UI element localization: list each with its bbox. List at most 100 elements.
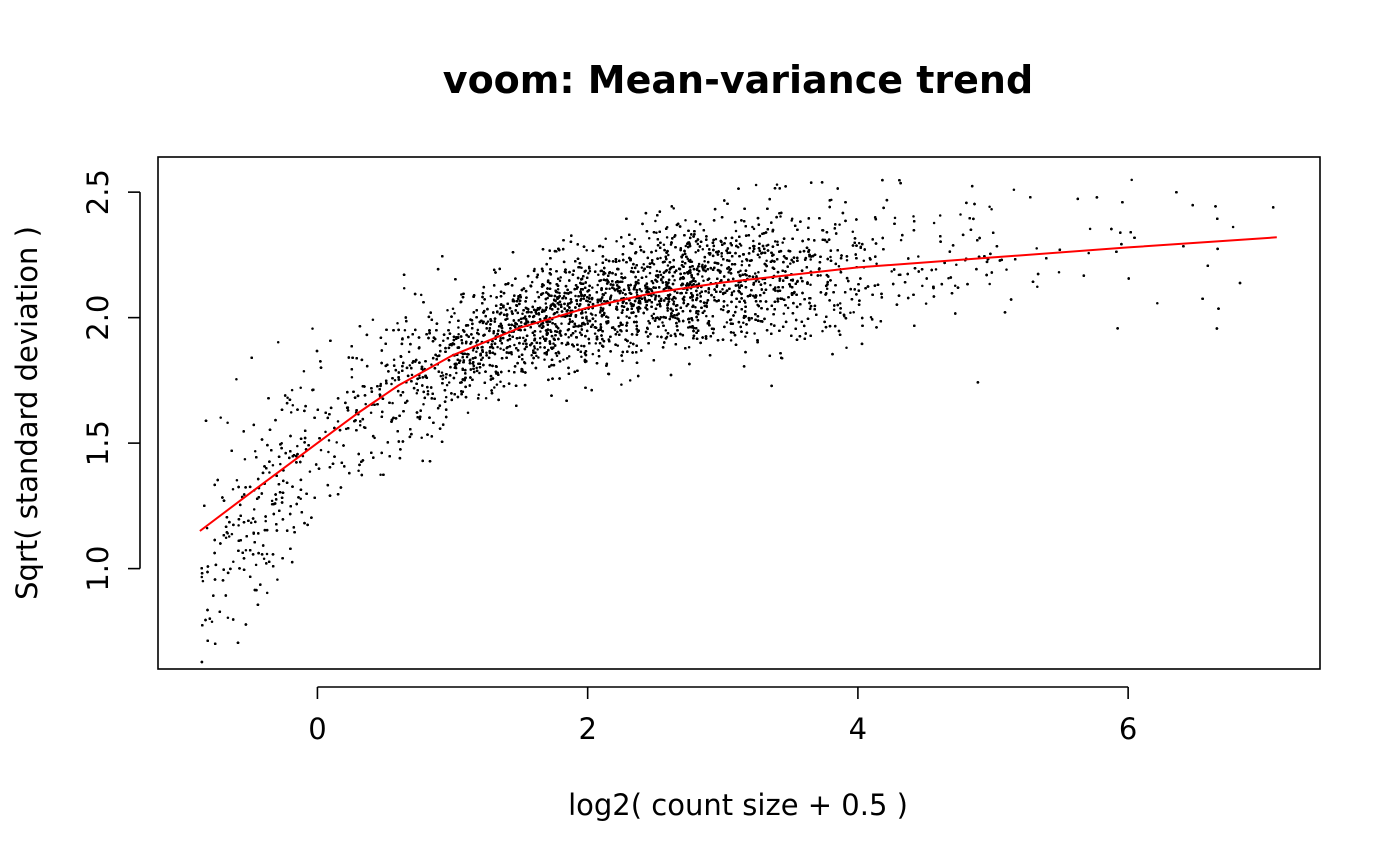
data-point — [789, 262, 792, 265]
data-point — [857, 241, 861, 245]
data-point — [621, 280, 624, 283]
data-point — [684, 219, 687, 222]
data-point — [495, 383, 499, 386]
data-point — [219, 416, 222, 419]
data-point — [775, 183, 779, 186]
data-point — [899, 238, 903, 242]
data-point — [769, 283, 772, 287]
data-point — [640, 266, 644, 269]
data-point — [580, 355, 583, 358]
data-point — [652, 312, 656, 316]
data-point — [533, 300, 537, 303]
data-point — [448, 321, 451, 324]
data-point — [917, 255, 920, 258]
data-point — [472, 336, 475, 340]
data-point — [604, 237, 607, 241]
data-point — [620, 272, 623, 275]
data-point — [932, 221, 936, 225]
data-point — [674, 334, 677, 338]
data-point — [955, 263, 958, 266]
data-point — [776, 240, 779, 243]
data-point — [616, 302, 620, 305]
data-point — [659, 256, 662, 260]
data-point — [249, 521, 253, 525]
data-point — [539, 330, 542, 333]
data-point — [460, 293, 463, 296]
data-point — [568, 317, 572, 321]
data-point — [640, 289, 643, 293]
data-point — [562, 294, 566, 298]
data-point — [447, 381, 451, 384]
data-point — [580, 344, 583, 348]
data-point — [765, 244, 768, 247]
data-point — [697, 262, 701, 266]
data-point — [665, 236, 669, 239]
data-point — [268, 471, 271, 474]
data-point — [574, 294, 577, 298]
data-point — [862, 259, 866, 263]
data-point — [647, 237, 651, 240]
data-point — [537, 356, 540, 359]
data-point — [647, 319, 650, 323]
data-point — [696, 313, 700, 316]
data-point — [466, 411, 470, 415]
data-point — [276, 578, 279, 581]
data-point — [584, 311, 588, 314]
data-point — [924, 302, 928, 305]
data-point — [558, 291, 561, 295]
data-point — [810, 273, 813, 277]
data-point — [237, 524, 240, 527]
data-point — [754, 279, 758, 283]
data-point — [594, 313, 597, 317]
data-point — [725, 321, 729, 324]
data-point — [621, 308, 624, 312]
scatter-points — [200, 178, 1275, 664]
data-point — [1012, 188, 1016, 192]
data-point — [230, 532, 234, 536]
data-point — [742, 321, 745, 324]
data-point — [1130, 178, 1133, 182]
data-point — [291, 404, 295, 407]
data-point — [720, 263, 723, 267]
data-point — [720, 255, 723, 258]
data-point — [580, 266, 583, 270]
data-point — [757, 280, 761, 284]
data-point — [533, 267, 536, 271]
data-point — [559, 276, 562, 279]
data-point — [654, 249, 658, 253]
data-point — [666, 264, 670, 267]
data-point — [560, 322, 563, 325]
data-point — [673, 278, 676, 282]
data-point — [565, 343, 568, 347]
data-point — [224, 536, 228, 539]
data-point — [694, 305, 697, 309]
data-point — [701, 275, 704, 278]
data-point — [662, 243, 666, 246]
data-point — [596, 283, 599, 287]
data-point — [790, 219, 793, 222]
data-point — [758, 256, 761, 259]
data-point — [751, 294, 755, 298]
data-point — [502, 348, 505, 352]
data-point — [422, 402, 425, 406]
data-point — [587, 271, 590, 275]
data-point — [698, 292, 702, 295]
data-point — [541, 308, 544, 312]
data-point — [635, 291, 639, 294]
data-point — [552, 342, 555, 345]
data-point — [656, 335, 659, 338]
data-point — [350, 376, 354, 379]
data-point — [781, 241, 784, 244]
data-point — [471, 349, 475, 352]
chart-title: voom: Mean-variance trend — [443, 58, 1033, 102]
data-point — [754, 183, 758, 187]
data-point — [336, 420, 340, 423]
data-point — [633, 237, 637, 241]
data-point — [687, 345, 691, 349]
data-point — [838, 223, 841, 226]
data-point — [604, 291, 607, 295]
data-point — [740, 260, 744, 263]
data-point — [608, 287, 611, 290]
data-point — [757, 270, 760, 274]
data-point — [594, 342, 598, 345]
